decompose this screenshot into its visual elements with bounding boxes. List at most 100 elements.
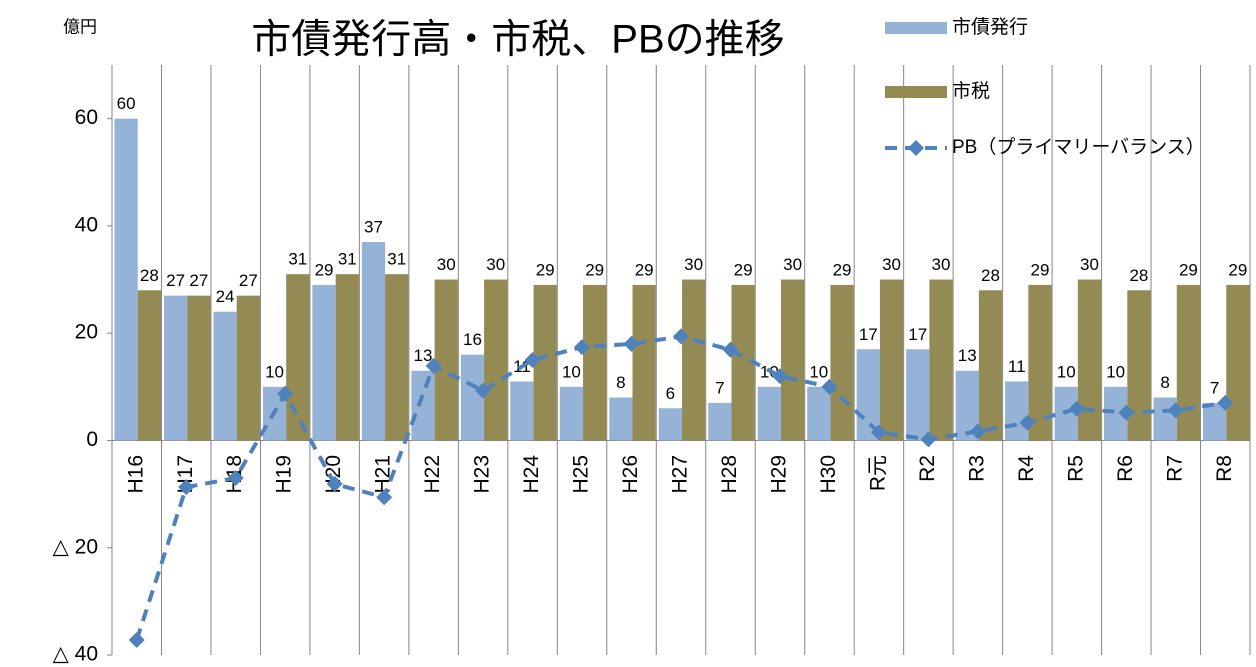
data-label: 30 [882,255,901,274]
bar [163,295,188,441]
bar [114,118,138,441]
x-tick-label: H30 [817,455,840,494]
bar [385,274,409,441]
data-label: 30 [1080,255,1099,274]
bar [856,349,880,441]
marker [771,368,788,385]
marker [673,328,689,345]
legend-label: 市債発行 [952,16,1028,38]
data-label: 31 [387,250,406,269]
y-axis-label: 億円 [63,17,97,36]
data-label: 27 [189,271,208,290]
data-label: 10 [265,362,284,381]
data-label: 60 [117,94,136,113]
data-label: 10 [1106,362,1125,381]
marker [1217,394,1234,411]
data-label: 17 [859,325,878,344]
bar [286,274,310,441]
bar [335,274,359,441]
data-label: 6 [666,384,675,403]
data-label: 29 [536,260,555,279]
x-tick-label: H26 [619,455,642,494]
bar [658,408,682,441]
data-label: 10 [809,362,828,381]
data-label: 29 [585,260,604,279]
x-tick-label: H16 [124,455,147,494]
x-tick-label: R6 [1114,455,1137,482]
bar [906,349,930,441]
bar [312,284,336,441]
data-label: 7 [1210,378,1219,397]
bar [929,279,953,441]
data-label: 7 [715,378,724,397]
bar [1127,290,1151,441]
bar [1153,397,1177,441]
chart-title: 市債発行高・市税、PBの推移 [251,18,784,62]
bar [434,279,458,441]
y-tick-label: △ 20 [53,535,98,558]
bar [411,370,435,441]
marker [821,378,838,395]
data-label: 8 [616,373,625,392]
marker [574,339,591,356]
marker [227,470,244,486]
x-tick-label: H22 [421,455,444,494]
bar [1005,381,1029,441]
bar [1028,284,1052,441]
bar [236,295,260,441]
data-label: 29 [1031,260,1050,279]
x-tick-label: H25 [570,455,593,494]
marker [376,489,393,506]
legend-label: 市税 [952,80,990,102]
x-tick-label: R2 [916,455,939,482]
bar [1104,386,1128,441]
marker [1068,400,1085,417]
marker [623,335,640,352]
data-label: 11 [1008,357,1026,376]
bar [708,402,732,441]
data-label: 30 [932,255,951,274]
bar [1226,284,1250,441]
data-label: 30 [783,255,802,274]
bar [137,290,161,441]
data-label: 27 [239,271,258,290]
data-label: 10 [1057,362,1076,381]
data-label: 29 [833,260,852,279]
data-label: 24 [216,287,235,306]
bar [361,242,386,441]
bar [955,370,979,441]
data-label: 30 [437,255,456,274]
bar [682,279,706,441]
marker [969,423,986,440]
bar [757,386,781,441]
data-label: 31 [338,250,357,269]
bar [460,354,485,441]
data-label: 8 [1160,373,1169,392]
x-tick-label: H28 [718,455,741,494]
bar [1077,279,1102,441]
data-label: 30 [684,255,703,274]
x-tick-label: R4 [1015,455,1038,482]
x-tick-label: R元 [866,455,889,491]
bar [1203,402,1227,441]
marker [178,479,195,496]
data-label: 28 [981,266,1000,285]
marker [326,475,343,492]
data-label: 13 [414,346,433,365]
x-tick-label: H21 [372,455,395,494]
y-tick-label: 20 [75,321,98,344]
marker [475,382,492,399]
bar [632,284,656,441]
marker [920,431,937,448]
bar [609,397,633,441]
legend-label: PB（プライマリーバランス） [952,136,1205,158]
y-tick-label: △ 40 [53,643,98,666]
bar [830,284,854,441]
bar [533,284,557,441]
bar [213,311,237,441]
x-tick-label: H27 [669,455,692,494]
y-tick-label: 0 [86,428,98,451]
data-label: 17 [908,325,927,344]
marker [722,341,739,358]
